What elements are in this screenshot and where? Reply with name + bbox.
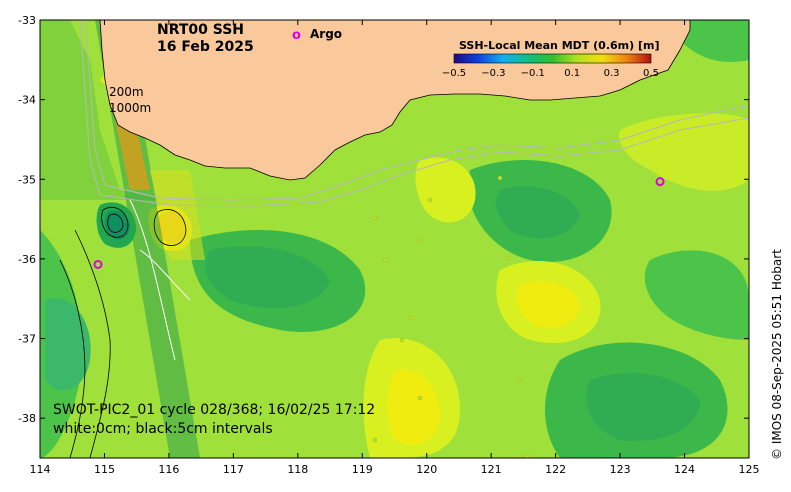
x-tick-label: 124 bbox=[674, 463, 695, 476]
x-axis: 114 115 116 117 118 119 120 121 122 123 124 125 bbox=[30, 20, 760, 476]
depth-label-1000m: 1000m bbox=[109, 101, 151, 115]
track-dots bbox=[372, 175, 531, 458]
x-tick-label: 123 bbox=[610, 463, 631, 476]
x-tick-label: 118 bbox=[287, 463, 308, 476]
x-tick-label: 116 bbox=[158, 463, 179, 476]
colorbar-tick-label: −0.3 bbox=[481, 68, 505, 79]
y-tick-label: -35 bbox=[18, 173, 36, 186]
ssh-5cm-contours bbox=[59, 206, 187, 458]
colorbar-tick-label: 0.1 bbox=[564, 68, 580, 79]
colorbar-tick-label: 0.3 bbox=[604, 68, 620, 79]
x-tick-label: 117 bbox=[223, 463, 244, 476]
colorbar-gradient bbox=[453, 53, 652, 64]
colorbar-tick-label: −0.1 bbox=[521, 68, 545, 79]
map-title-line1: NRT00 SSH bbox=[157, 22, 244, 38]
depth-label-200m: 200m bbox=[109, 85, 144, 99]
x-tick-label: 120 bbox=[416, 463, 437, 476]
x-tick-label: 122 bbox=[545, 463, 566, 476]
y-tick-label: -36 bbox=[18, 253, 36, 266]
argo-legend-marker: o bbox=[292, 28, 301, 43]
x-tick-label: 125 bbox=[739, 463, 760, 476]
x-tick-label: 119 bbox=[352, 463, 373, 476]
colorbar-tick-label: −0.5 bbox=[442, 68, 466, 79]
y-tick-label: -37 bbox=[18, 333, 36, 346]
y-tick-label: -34 bbox=[18, 94, 36, 107]
map-plot-area bbox=[40, 20, 749, 458]
argo-floats bbox=[93, 177, 665, 269]
y-tick-label: -33 bbox=[18, 14, 36, 27]
x-tick-label: 114 bbox=[30, 463, 51, 476]
plot-frame bbox=[39, 19, 750, 459]
map-title-line2: 16 Feb 2025 bbox=[157, 39, 254, 55]
colorbar-tick-label: 0.5 bbox=[643, 68, 659, 79]
imos-credit: © IMOS 08-Sep-2025 05:51 Hobart bbox=[770, 249, 784, 460]
y-axis: -33 -34 -35 -36 -37 -38 bbox=[18, 14, 749, 425]
colorbar-title: SSH-Local Mean MDT (0.6m) [m] bbox=[459, 39, 659, 52]
bathymetry-contours bbox=[79, 20, 749, 207]
swot-info-line1: SWOT-PIC2_01 cycle 028/368; 16/02/25 17:… bbox=[53, 402, 375, 418]
x-tick-label: 115 bbox=[94, 463, 115, 476]
argo-float-marker bbox=[655, 177, 665, 187]
colorbar-ticks: −0.5 −0.3 −0.1 0.1 0.3 0.5 bbox=[442, 68, 659, 79]
swot-info-line2: white:0cm; black:5cm intervals bbox=[53, 421, 273, 437]
y-tick-label: -38 bbox=[18, 412, 36, 425]
argo-float-marker bbox=[93, 259, 103, 269]
argo-legend-label: Argo bbox=[310, 27, 342, 41]
colorbar: SSH-Local Mean MDT (0.6m) [m] −0.5 −0.3 −0… bbox=[442, 39, 660, 79]
ssh-0cm-contours bbox=[129, 199, 191, 361]
x-tick-label: 121 bbox=[481, 463, 502, 476]
